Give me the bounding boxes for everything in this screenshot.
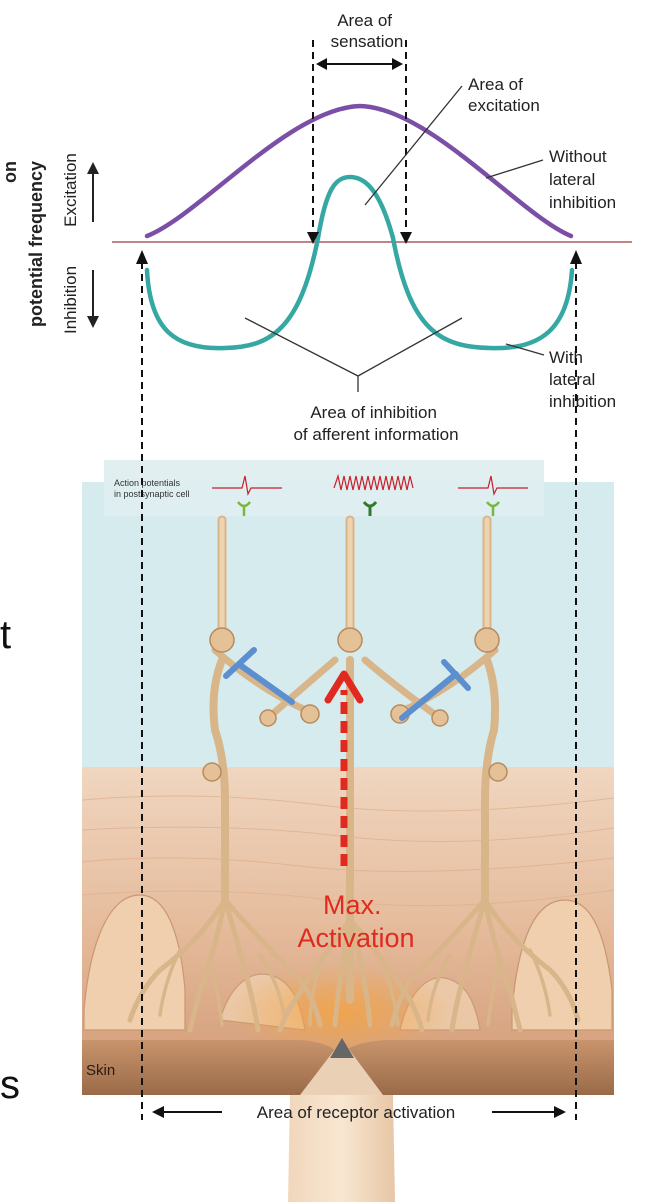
left-neuron-body — [209, 627, 235, 653]
cell-bodies — [202, 627, 508, 782]
left-inhibitory-bar — [223, 647, 257, 679]
spike-trace-center — [333, 473, 414, 491]
sensation-right-arrowhead — [400, 232, 412, 244]
skin-texture — [81, 795, 615, 907]
with-pointer — [505, 343, 545, 356]
sensation-arrow-left-head — [316, 58, 327, 70]
area-of-inhibition-label: Area of inhibition of afferent informati… — [293, 403, 458, 444]
response-graph: Area of sensation Area of excitation Wit… — [0, 11, 632, 444]
left-ganglion-body — [202, 762, 222, 782]
with-lateral-inhibition-label: With lateral inhibition — [549, 348, 616, 411]
sensation-arrow-right-head — [392, 58, 403, 70]
action-potentials-label: Action potentials in postsynaptic cell — [114, 478, 190, 499]
right-inhibitory-stem — [399, 671, 459, 721]
spike-trace-right — [458, 475, 528, 496]
y-axis-title-cut: on — [0, 161, 20, 183]
synapse-icon-center — [362, 501, 378, 516]
activation-arrow — [324, 670, 364, 866]
without-pointer — [485, 159, 544, 179]
curve-without-lateral-inhibition — [144, 103, 574, 239]
center-neuron-body — [337, 627, 363, 653]
sensation-left-arrowhead — [307, 232, 319, 244]
y-axis-title: potential frequency — [26, 161, 46, 327]
pencil — [288, 1038, 395, 1202]
inhibition-pointer-left — [244, 317, 359, 377]
curve-with-lateral-inhibition — [144, 174, 575, 351]
excitation-pointer — [364, 85, 463, 206]
pencil-body — [288, 1095, 395, 1202]
left-inhibitory-stem — [237, 662, 295, 705]
excitation-up-arrowhead — [87, 162, 99, 174]
neurons — [127, 515, 581, 1033]
inhibition-down-arrowhead — [87, 316, 99, 328]
receptor-activation-span: Area of receptor activation — [152, 1103, 566, 1122]
anatomy-panel: Action potentials in postsynaptic cell — [81, 460, 615, 1095]
area-of-sensation-label: Area of sensation — [331, 11, 404, 51]
synapse-icon-right — [486, 501, 500, 516]
left-interneuron-body — [300, 704, 320, 724]
activation-glow — [230, 964, 450, 1060]
pencil-lead — [330, 1038, 354, 1058]
right-ganglion-body — [488, 762, 508, 782]
synapse-icon-left — [237, 501, 251, 516]
area-of-excitation-label: Area of excitation — [468, 75, 540, 115]
y-axis-inhibition-label: Inhibition — [61, 266, 80, 334]
y-axis-excitation-label: Excitation — [61, 153, 80, 227]
without-lateral-inhibition-label: Without lateral inhibition — [549, 147, 616, 212]
left-edge-letter-s: s — [0, 1063, 20, 1107]
skin-label: Skin — [86, 1062, 115, 1079]
right-neuron-body — [474, 627, 500, 653]
max-activation-label: Max. Activation — [297, 890, 414, 953]
receptor-field-guides — [136, 250, 582, 1120]
area-of-receptor-activation-label: Area of receptor activation — [257, 1103, 455, 1122]
left-edge-letter-t: t — [0, 613, 11, 657]
pencil-tip — [300, 1040, 383, 1095]
inhibition-pointer-right — [357, 317, 463, 377]
inhibitory-synapses — [223, 647, 471, 721]
right-inhibitory-bar — [441, 659, 471, 691]
spike-trace-left — [212, 475, 282, 496]
